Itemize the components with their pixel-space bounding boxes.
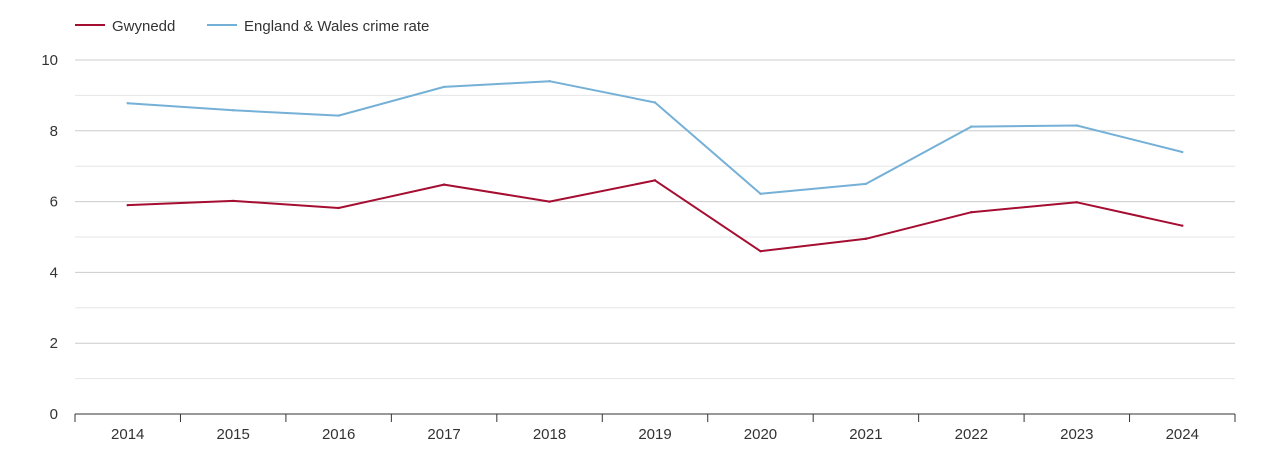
series-line-england-wales-crime-rate[interactable]: [127, 80, 1183, 195]
y-tick-label: 6: [50, 194, 58, 211]
legend: Gwynedd England & Wales crime rate: [75, 18, 429, 35]
x-axis-ticks: 2014 2015 2016 2017 2018 2019 2020 2021 2022 2023…: [74, 414, 1236, 443]
data-point-gwynedd[interactable]: [1075, 201, 1079, 204]
data-point-gwynedd[interactable]: [970, 211, 973, 214]
data-point-gwynedd[interactable]: [337, 206, 340, 210]
data-point-gwynedd[interactable]: [126, 203, 129, 207]
data-point-gwynedd[interactable]: [759, 249, 762, 253]
data-point-gwynedd[interactable]: [1181, 224, 1184, 227]
data-point-england-wales-crime-rate[interactable]: [337, 114, 340, 117]
x-tick-label: 2018: [533, 426, 566, 443]
data-point-england-wales-crime-rate[interactable]: [126, 101, 129, 105]
x-tick-label: 2015: [216, 426, 249, 443]
data-point-england-wales-crime-rate[interactable]: [548, 80, 551, 83]
y-tick-label: 8: [50, 123, 58, 140]
y-axis-ticks: 0 2 4 6 8 10: [41, 52, 58, 423]
x-tick-label: 2024: [1166, 426, 1199, 443]
grid-lines: [75, 59, 1235, 380]
legend-item-england-wales[interactable]: England & Wales crime rate: [207, 18, 429, 35]
y-tick-label: 0: [50, 406, 58, 423]
x-tick-label: 2014: [111, 426, 144, 443]
x-tick-label: 2020: [744, 426, 777, 443]
data-point-gwynedd[interactable]: [864, 237, 868, 240]
x-tick-label: 2023: [1060, 426, 1093, 443]
series-lines: [126, 80, 1184, 253]
series-line-gwynedd[interactable]: [127, 179, 1183, 253]
data-point-england-wales-crime-rate[interactable]: [759, 192, 762, 196]
data-point-gwynedd[interactable]: [231, 199, 235, 203]
data-point-england-wales-crime-rate[interactable]: [231, 109, 235, 112]
x-tick-label: 2017: [427, 426, 460, 443]
data-point-england-wales-crime-rate[interactable]: [970, 125, 973, 128]
x-tick-label: 2016: [322, 426, 355, 443]
data-point-england-wales-crime-rate[interactable]: [1075, 124, 1079, 127]
legend-label-england-wales: England & Wales crime rate: [244, 18, 429, 35]
y-tick-label: 4: [50, 264, 58, 281]
data-point-england-wales-crime-rate[interactable]: [653, 101, 657, 104]
data-point-gwynedd[interactable]: [442, 183, 446, 186]
x-tick-label: 2021: [849, 426, 882, 443]
data-point-england-wales-crime-rate[interactable]: [1181, 150, 1184, 154]
x-tick-label: 2022: [955, 426, 988, 443]
legend-item-gwynedd[interactable]: Gwynedd: [75, 18, 175, 35]
data-point-gwynedd[interactable]: [548, 200, 551, 203]
y-tick-label: 2: [50, 335, 58, 352]
x-tick-label: 2019: [638, 426, 671, 443]
legend-label-gwynedd: Gwynedd: [112, 18, 175, 35]
data-point-gwynedd[interactable]: [653, 179, 657, 182]
y-tick-label: 10: [41, 52, 58, 69]
data-point-england-wales-crime-rate[interactable]: [442, 85, 446, 89]
data-point-england-wales-crime-rate[interactable]: [864, 182, 868, 186]
